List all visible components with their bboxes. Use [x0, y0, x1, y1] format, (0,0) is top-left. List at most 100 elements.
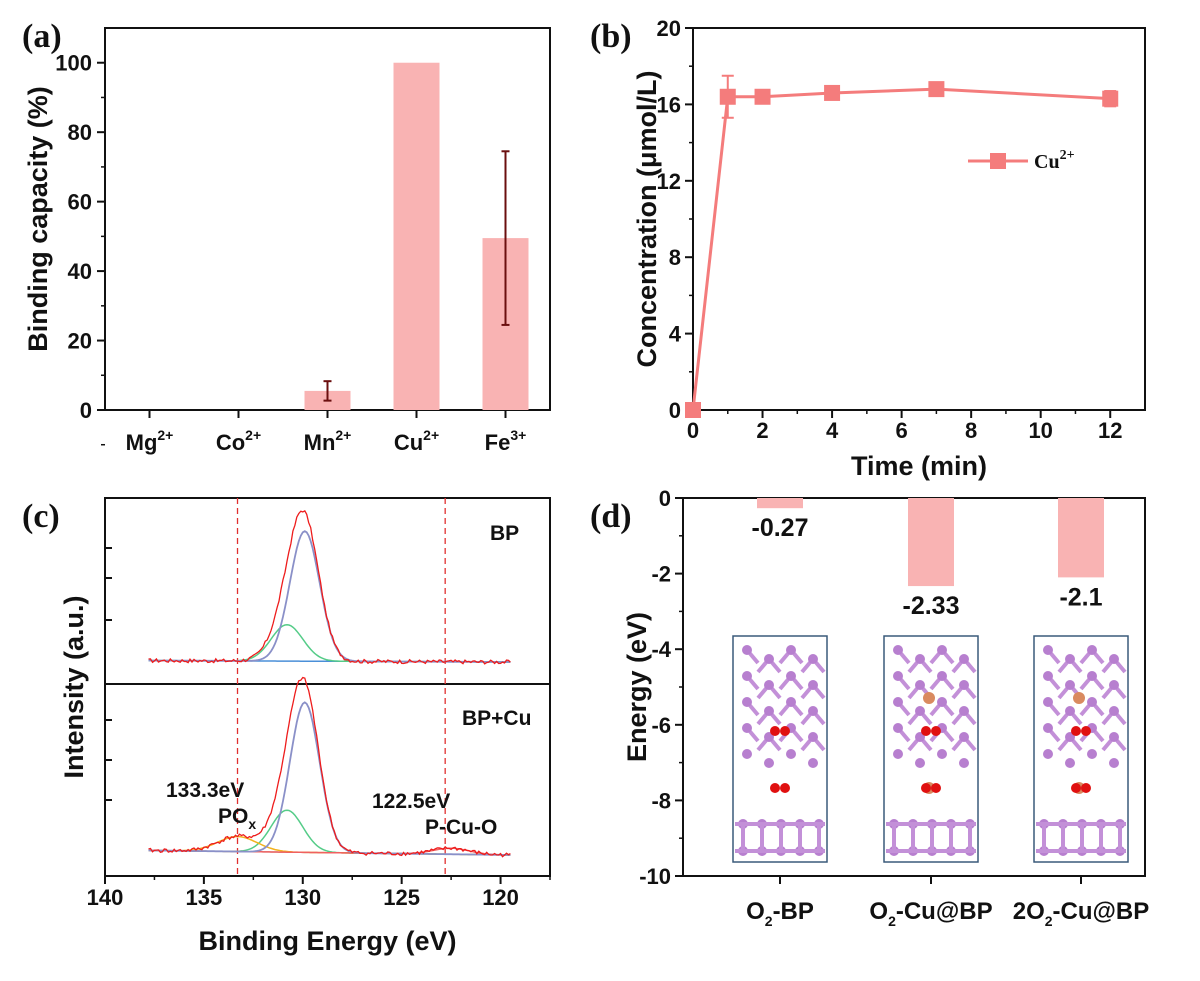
phosphorus-atom — [808, 680, 818, 690]
y-axis-label-d: Energy (eV) — [622, 612, 652, 762]
y-tick-label-d: 0 — [659, 486, 671, 511]
x-tick-label-b: 12 — [1098, 418, 1122, 443]
y-tick-label-d: -8 — [651, 788, 671, 813]
phosphorus-atom — [764, 680, 774, 690]
y-tick-label-d: -6 — [651, 713, 671, 738]
legend-label: Cu2+ — [1034, 148, 1075, 173]
oxygen-atom — [931, 783, 941, 793]
raw-spectrum — [148, 676, 511, 858]
phosphorus-atom — [1065, 758, 1075, 768]
phosphorus-atom — [915, 654, 925, 664]
phosphorus-atom — [937, 671, 947, 681]
phosphorus-atom — [893, 697, 903, 707]
annotation-energy-pox: 133.3eV — [166, 779, 244, 802]
panel-label-b: (b) — [590, 18, 632, 55]
oxygen-atom — [1081, 726, 1091, 736]
phosphorus-atom — [742, 645, 752, 655]
bar-2o2-cu@bp — [1058, 498, 1104, 578]
phosphorus-atom — [1065, 680, 1075, 690]
data-point-cu — [928, 81, 945, 98]
x-tick-label-d: 2O2-Cu@BP — [1013, 898, 1150, 929]
value-label: -2.33 — [903, 592, 960, 620]
phosphorus-atom — [893, 749, 903, 759]
phosphorus-atom — [786, 671, 796, 681]
phosphorus-atom — [1087, 645, 1097, 655]
phosphorus-atom — [808, 706, 818, 716]
phosphorus-atom — [1043, 671, 1053, 681]
y-axis-label-a: Binding capacity (%) — [23, 86, 53, 352]
x-tick-label-mn: Mn2+ — [304, 427, 352, 455]
value-label: -0.27 — [752, 514, 809, 542]
x-tick-label-d: O2-BP — [746, 898, 814, 929]
phosphorus-atom — [893, 645, 903, 655]
x-tick-label-c: 120 — [482, 885, 519, 910]
panel-b: (b) 0 4 8 12 16 20 0 2 4 6 8 10 12 Cu2+ Time (min) Conce… — [590, 16, 1146, 481]
phosphorus-atom — [893, 671, 903, 681]
phosphorus-atom — [742, 671, 752, 681]
y-tick-label-a: 20 — [68, 329, 92, 354]
phosphorus-atom — [764, 654, 774, 664]
y-tick-label-b: 8 — [669, 245, 681, 270]
y-tick-label-b: 12 — [657, 169, 681, 194]
x-tick-label-b: 8 — [965, 418, 977, 443]
phosphorus-atom — [742, 723, 752, 733]
phosphorus-atom — [893, 723, 903, 733]
y-tick-label-a: 100 — [55, 51, 92, 76]
phosphorus-atom — [742, 697, 752, 707]
phosphorus-atom — [808, 732, 818, 742]
x-tick-label-b: 2 — [756, 418, 768, 443]
y-axis-label-b: Concentration (μmol/L) — [632, 71, 662, 368]
annotation-species-pcuo: P-Cu-O — [425, 816, 497, 839]
phosphorus-atom — [1109, 706, 1119, 716]
phosphorus-atom — [1087, 749, 1097, 759]
annotation-energy-pcuo: 122.5eV — [372, 790, 450, 813]
phosphorus-atom — [1087, 697, 1097, 707]
oxygen-atom — [921, 726, 931, 736]
phosphorus-atom — [786, 697, 796, 707]
phosphorus-atom — [1109, 680, 1119, 690]
axes-frame-c — [104, 497, 551, 877]
x-tick-label-b: 10 — [1028, 418, 1052, 443]
phosphorus-atom — [1043, 749, 1053, 759]
structure-inset — [1033, 635, 1129, 863]
phosphorus-atom — [764, 706, 774, 716]
structure-inset — [883, 635, 979, 863]
phosphorus-atom — [1065, 706, 1075, 716]
panel-label-a: (a) — [22, 18, 62, 55]
phosphorus-atom — [1043, 723, 1053, 733]
data-point-cu — [824, 84, 841, 101]
x-tick-label-c: 125 — [383, 885, 420, 910]
bar-cu — [393, 62, 440, 411]
phosphorus-atom — [915, 758, 925, 768]
phosphorus-atom — [959, 654, 969, 664]
panel-label-c: (c) — [22, 498, 60, 535]
x-tick-label-cu: Cu2+ — [394, 427, 439, 455]
phosphorus-atom — [1087, 671, 1097, 681]
y-tick-label-a: 80 — [68, 120, 92, 145]
fit-peak-main — [148, 530, 511, 663]
phosphorus-atom — [1109, 758, 1119, 768]
phosphorus-atom — [937, 749, 947, 759]
oxygen-atom — [770, 783, 780, 793]
phosphorus-atom — [1109, 732, 1119, 742]
oxygen-atom — [1081, 783, 1091, 793]
x-axis-label-c: Binding Energy (eV) — [198, 926, 456, 956]
x-tick-label-c: 135 — [186, 885, 223, 910]
series-line-cu — [691, 87, 1111, 411]
y-axis-label-c: Intensity (a.u.) — [59, 595, 89, 778]
structure-inset — [732, 635, 828, 863]
x-tick-label-mg: Mg2+ — [126, 427, 174, 455]
oxygen-atom — [770, 726, 780, 736]
phosphorus-atom — [915, 680, 925, 690]
bar-o2-cu@bp — [908, 498, 954, 587]
phosphorus-atom — [1043, 697, 1053, 707]
y-tick-label-b: 4 — [669, 322, 682, 347]
value-label: -2.1 — [1059, 583, 1102, 611]
x-tick-label-c: 140 — [87, 885, 124, 910]
y-tick-label-a: 0 — [80, 398, 92, 423]
phosphorus-atom — [959, 706, 969, 716]
panel-c: (c) 140 135 130 125 120 BP BP+Cu 133.3eV POx 122.5… — [22, 497, 551, 956]
phosphorus-atom — [937, 697, 947, 707]
y-tick-label-d: -10 — [639, 864, 671, 889]
